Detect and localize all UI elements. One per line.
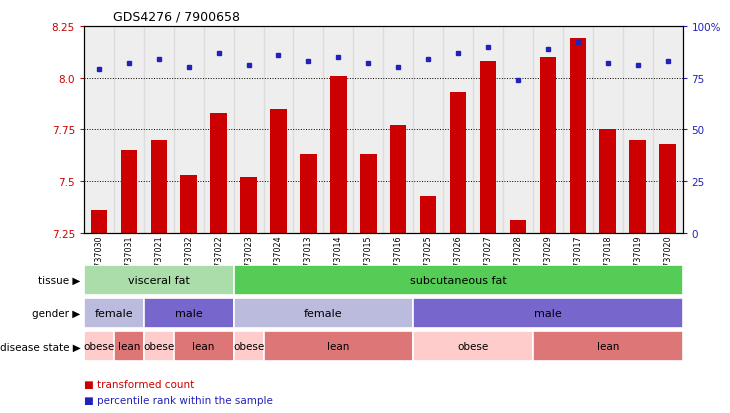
- Bar: [563, 27, 593, 233]
- Bar: [413, 332, 533, 361]
- Text: lean: lean: [327, 342, 350, 351]
- Text: disease state ▶: disease state ▶: [0, 342, 80, 351]
- Bar: [84, 266, 234, 295]
- Bar: [443, 27, 473, 233]
- Bar: [293, 27, 323, 233]
- Bar: [413, 299, 683, 328]
- Bar: [150, 140, 167, 233]
- Bar: [144, 299, 234, 328]
- Bar: [629, 140, 646, 233]
- Bar: [420, 196, 437, 233]
- Bar: [360, 155, 377, 233]
- Bar: [264, 332, 413, 361]
- Bar: [593, 27, 623, 233]
- Text: female: female: [95, 309, 133, 318]
- Bar: [240, 178, 257, 233]
- Bar: [533, 332, 683, 361]
- Bar: [659, 145, 676, 233]
- Bar: [114, 27, 144, 233]
- Bar: [510, 221, 526, 233]
- Text: obese: obese: [233, 342, 264, 351]
- Bar: [84, 27, 114, 233]
- Bar: [174, 27, 204, 233]
- Bar: [413, 27, 443, 233]
- Text: tissue ▶: tissue ▶: [38, 275, 80, 285]
- Bar: [653, 27, 683, 233]
- Text: ■ percentile rank within the sample: ■ percentile rank within the sample: [84, 395, 273, 405]
- Text: subcutaneous fat: subcutaneous fat: [410, 275, 507, 285]
- Bar: [270, 109, 287, 233]
- Bar: [144, 332, 174, 361]
- Bar: [120, 151, 137, 233]
- Bar: [234, 27, 264, 233]
- Bar: [353, 27, 383, 233]
- Bar: [174, 332, 234, 361]
- Bar: [323, 27, 353, 233]
- Bar: [210, 114, 227, 233]
- Bar: [180, 176, 197, 233]
- Text: female: female: [304, 309, 342, 318]
- Bar: [144, 27, 174, 233]
- Bar: [234, 332, 264, 361]
- Text: obese: obese: [83, 342, 115, 351]
- Text: visceral fat: visceral fat: [128, 275, 190, 285]
- Bar: [330, 76, 347, 233]
- Bar: [383, 27, 413, 233]
- Text: lean: lean: [596, 342, 619, 351]
- Text: ■ transformed count: ■ transformed count: [84, 379, 194, 389]
- Bar: [533, 27, 563, 233]
- Bar: [264, 27, 293, 233]
- Bar: [569, 39, 586, 233]
- Text: lean: lean: [118, 342, 140, 351]
- Bar: [503, 27, 533, 233]
- Bar: [480, 62, 496, 233]
- Bar: [623, 27, 653, 233]
- Bar: [84, 299, 144, 328]
- Text: obese: obese: [458, 342, 488, 351]
- Bar: [204, 27, 234, 233]
- Text: male: male: [174, 309, 203, 318]
- Bar: [473, 27, 503, 233]
- Text: male: male: [534, 309, 562, 318]
- Bar: [599, 130, 616, 233]
- Bar: [234, 299, 413, 328]
- Bar: [390, 126, 407, 233]
- Bar: [91, 211, 107, 233]
- Bar: [84, 332, 114, 361]
- Text: GDS4276 / 7900658: GDS4276 / 7900658: [113, 10, 240, 23]
- Text: lean: lean: [193, 342, 215, 351]
- Bar: [114, 332, 144, 361]
- Bar: [300, 155, 317, 233]
- Bar: [539, 58, 556, 233]
- Bar: [234, 266, 683, 295]
- Text: gender ▶: gender ▶: [32, 309, 80, 318]
- Bar: [450, 93, 466, 233]
- Text: obese: obese: [143, 342, 174, 351]
